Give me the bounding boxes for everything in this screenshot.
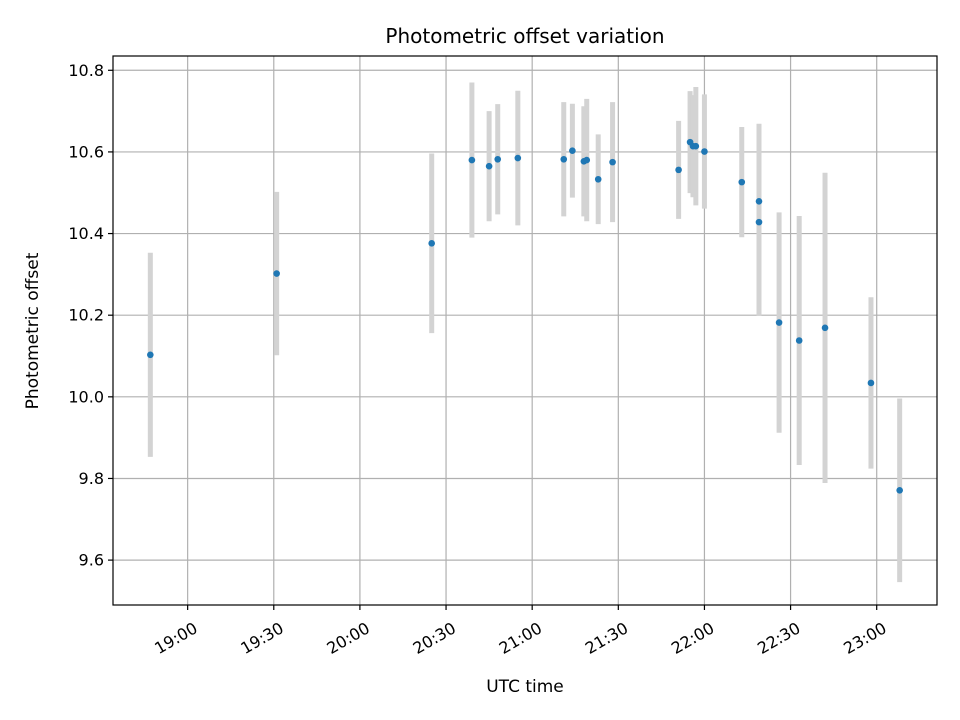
y-tick-label-6: 10.8 (68, 61, 104, 80)
data-point-7 (560, 155, 568, 163)
chart-title: Photometric offset variation (385, 24, 664, 48)
y-axis-ticks: 9.6 9.8 10.0 10.2 10.4 10.6 10.8 (68, 61, 113, 570)
data-point-16 (692, 142, 700, 150)
data-point-1 (273, 270, 280, 277)
data-point-0 (147, 351, 154, 359)
data-point-5 (494, 155, 502, 163)
data-point-17 (701, 148, 708, 155)
data-point-18 (738, 178, 746, 186)
data-point-2 (428, 240, 435, 247)
plot-frame (112, 55, 938, 606)
data-point-10 (583, 156, 591, 164)
y-tick-label-2: 10.0 (68, 387, 104, 406)
y-tick-label-0: 9.6 (79, 551, 104, 570)
y-tick-label-1: 9.8 (79, 469, 104, 488)
data-point-8 (569, 147, 576, 154)
data-point-4 (485, 162, 493, 170)
data-point-12 (609, 158, 616, 166)
data-point-23 (821, 324, 829, 332)
y-axis-label: Photometric offset (23, 252, 43, 409)
y-tick-label-5: 10.6 (68, 142, 104, 161)
data-point-19 (755, 198, 763, 205)
x-axis-label: UTC time (486, 677, 564, 697)
data-point-3 (468, 156, 476, 164)
data-point-13 (675, 166, 682, 174)
data-points (147, 138, 903, 494)
data-point-20 (755, 218, 763, 226)
data-point-21 (775, 319, 783, 326)
y-tick-label-4: 10.4 (68, 224, 104, 243)
data-point-22 (795, 337, 803, 344)
data-point-25 (896, 487, 903, 494)
data-point-24 (867, 379, 875, 387)
y-tick-label-3: 10.2 (68, 306, 104, 325)
data-point-11 (594, 175, 602, 183)
data-point-6 (514, 154, 522, 162)
